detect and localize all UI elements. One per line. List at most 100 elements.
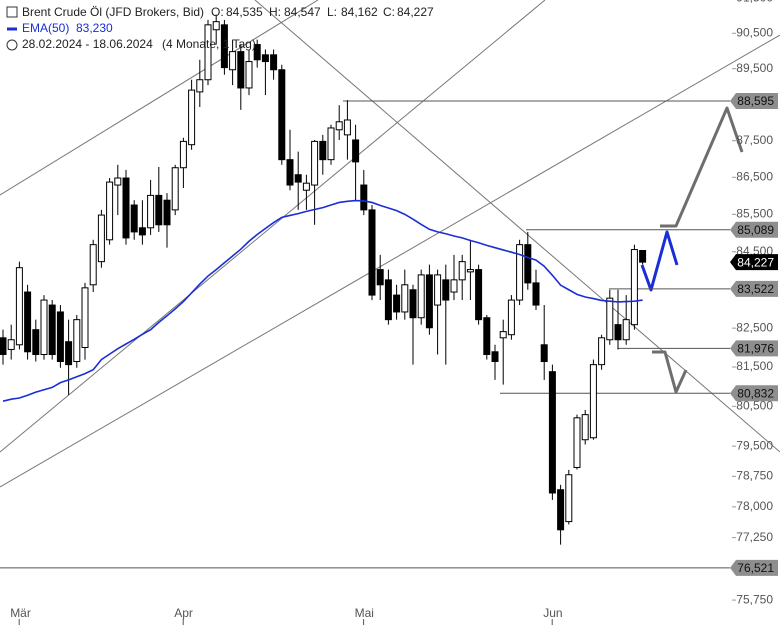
- candle-body: [261, 54, 269, 63]
- level-box: [730, 559, 778, 576]
- candle-body: [15, 267, 23, 346]
- icon: [6, 6, 18, 18]
- header: Brent Crude Öl (JFD Brokers, Bid) O: 84,…: [6, 5, 434, 51]
- trend-lines: [0, 0, 780, 488]
- candle-body: [376, 269, 384, 286]
- candle-body: [384, 279, 392, 321]
- candle-body: [639, 250, 647, 263]
- projections: [640, 106, 744, 394]
- candle-body: [204, 24, 212, 81]
- candle-body: [56, 311, 64, 363]
- candle-body: [434, 274, 442, 306]
- candle-body: [0, 337, 7, 356]
- candle-body: [302, 182, 310, 191]
- candle-body: [286, 159, 294, 186]
- candle-body: [524, 244, 532, 284]
- icon: [6, 39, 18, 51]
- candle-body: [327, 127, 335, 161]
- level-box: [730, 340, 778, 357]
- x-tick-label: Mai: [355, 606, 374, 620]
- candle-body: [401, 284, 409, 313]
- candle-body: [278, 69, 286, 161]
- ohlc-value: 84,227: [397, 5, 434, 19]
- ohlc-label: L:: [327, 5, 337, 19]
- y-tick-label: 91,500: [736, 0, 773, 4]
- candle-body: [614, 324, 622, 341]
- legend-value: 83,230: [76, 21, 113, 35]
- y-tick-label: 86,500: [736, 169, 773, 183]
- y-tick-label: 77,250: [736, 530, 773, 544]
- y-tick-label: 82,500: [736, 320, 773, 334]
- candle-body: [598, 337, 606, 366]
- ema-line: [2, 199, 643, 402]
- candle-body: [24, 291, 32, 353]
- candle-body: [425, 274, 433, 329]
- x-tick-label: Jun: [543, 606, 562, 620]
- level-box: [730, 280, 778, 297]
- candle-body: [548, 371, 556, 494]
- candle-body: [352, 139, 360, 163]
- candle-body: [507, 299, 515, 336]
- level-label: 80,832: [737, 386, 774, 400]
- candle-body: [196, 79, 204, 93]
- candle-body: [442, 279, 450, 301]
- level-label: 76,521: [737, 561, 774, 575]
- candle-body: [89, 244, 97, 286]
- candle-body: [229, 51, 237, 71]
- candle-body: [630, 249, 638, 326]
- candle-body: [48, 304, 56, 356]
- candle-body: [409, 289, 417, 319]
- period: 28.02.2024 - 18.06.2024: [22, 37, 153, 51]
- candle-body: [475, 269, 483, 321]
- current-price-box: [730, 254, 778, 271]
- level-box: [730, 221, 778, 238]
- ohlc-value: 84,547: [284, 5, 321, 19]
- level-label: 85,089: [737, 223, 774, 237]
- candle-body: [466, 269, 474, 273]
- ohlc-value: 84,162: [341, 5, 378, 19]
- candle-body: [65, 341, 73, 366]
- candle-body: [319, 140, 327, 161]
- candle-body: [32, 329, 40, 356]
- current-price-label: 84,227: [737, 255, 774, 269]
- candle-body: [179, 140, 187, 169]
- y-tick-label: 78,000: [736, 499, 773, 513]
- candle-body: [81, 287, 89, 349]
- legend-name: EMA(50): [22, 21, 69, 35]
- y-tick-label: 79,500: [736, 438, 773, 452]
- x-tick-label: Mär: [10, 606, 31, 620]
- candle-body: [516, 244, 524, 301]
- candle-body: [335, 121, 343, 131]
- candle-body: [565, 474, 573, 523]
- candle-body: [155, 194, 163, 226]
- y-tick-label: 85,500: [736, 207, 773, 221]
- y-tick-label: 78,750: [736, 469, 773, 483]
- candle-body: [40, 299, 48, 356]
- candle-body: [532, 282, 540, 306]
- candle-body: [499, 331, 507, 339]
- candle-body: [138, 227, 146, 236]
- x-tick-label: Apr: [174, 606, 193, 620]
- candle-body: [622, 319, 630, 341]
- candle-body: [417, 274, 425, 319]
- candle-body: [97, 214, 105, 263]
- y-tick-label: 80,500: [736, 398, 773, 412]
- candle-body: [237, 51, 245, 89]
- candle-body: [163, 199, 171, 226]
- candle-body: [393, 294, 401, 313]
- ohlc-value: 84,535: [226, 5, 263, 19]
- level-box: [730, 93, 778, 110]
- candle-body: [7, 339, 15, 350]
- ohlc-label: H:: [269, 5, 281, 19]
- candle-body: [212, 21, 220, 31]
- candle-body: [458, 261, 466, 281]
- y-tick-label: 89,500: [736, 61, 773, 75]
- candle-body: [540, 344, 548, 363]
- candle-body: [368, 209, 376, 296]
- level-label: 88,595: [737, 94, 774, 108]
- candle-body: [581, 414, 589, 441]
- y-tick-label: 75,750: [736, 592, 773, 606]
- candle-body: [491, 351, 499, 363]
- candle-body: [253, 44, 261, 61]
